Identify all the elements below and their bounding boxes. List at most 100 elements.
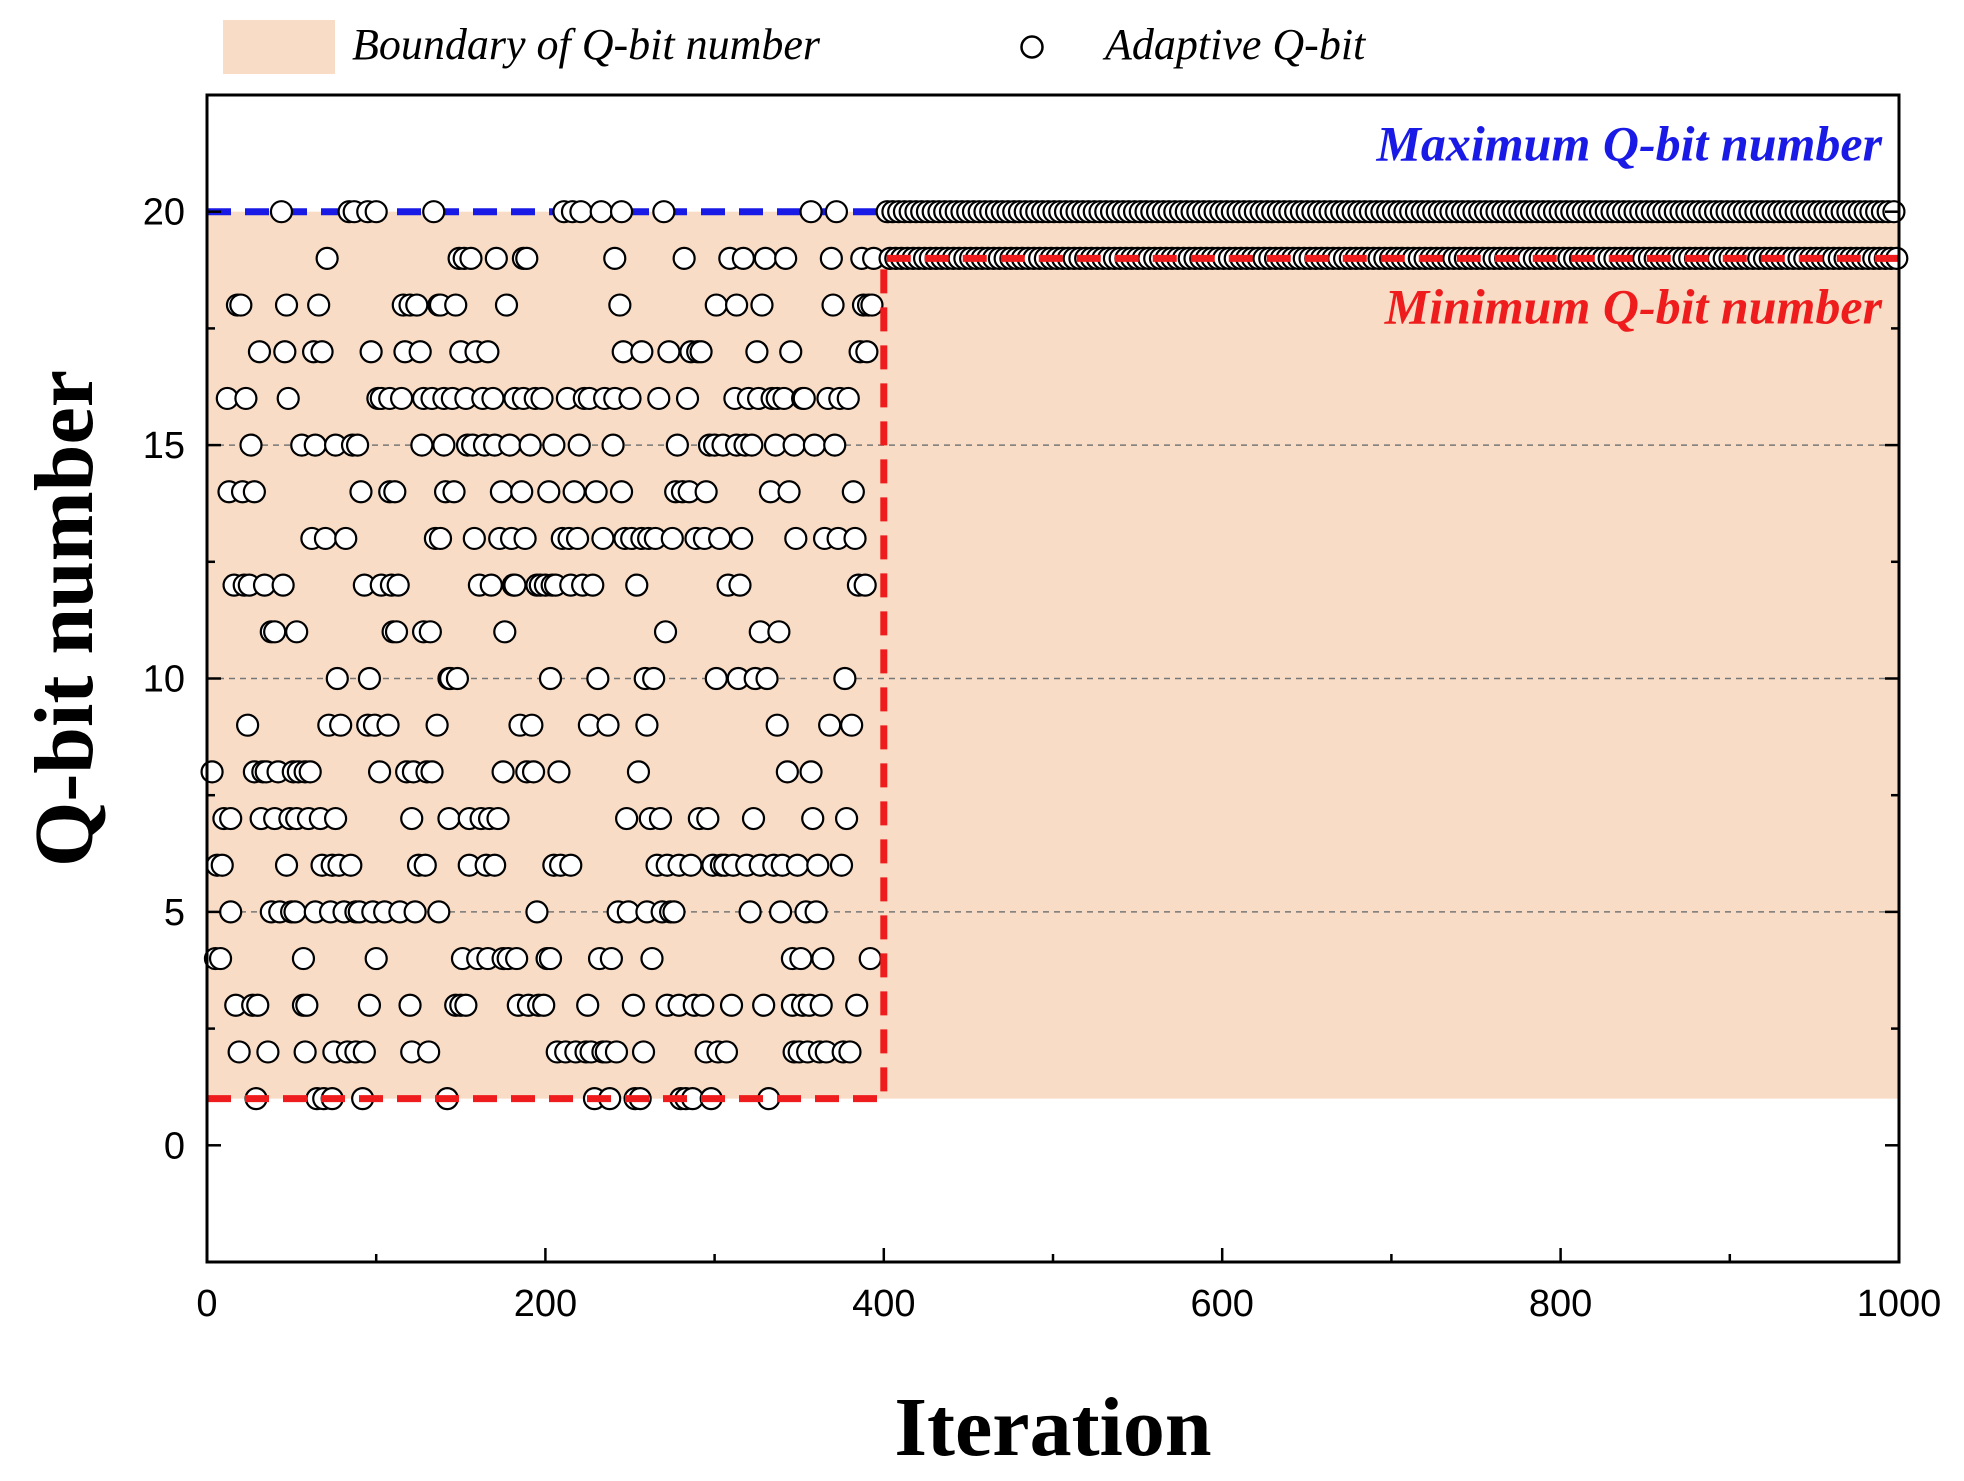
point-211 <box>518 433 542 457</box>
point-399 <box>799 760 823 784</box>
point-181 <box>476 340 500 364</box>
point-115 <box>383 480 407 504</box>
point-20 <box>239 433 263 457</box>
axis-ticks <box>205 93 1901 1264</box>
point-298 <box>648 806 673 831</box>
point-358 <box>740 433 764 457</box>
point-184 <box>481 386 505 411</box>
point-13 <box>227 1040 251 1064</box>
point-185 <box>483 853 507 877</box>
point-381 <box>775 760 799 784</box>
point-159 <box>445 666 470 691</box>
point-213 <box>521 760 546 784</box>
point-326 <box>691 993 715 1017</box>
x-tick-label-600: 600 <box>1190 1283 1253 1325</box>
point-398 <box>799 200 823 224</box>
point-403 <box>806 853 830 877</box>
point-188 <box>486 806 510 831</box>
legend-marker-adaptive <box>1020 35 1044 59</box>
point-92 <box>349 480 373 504</box>
point-183 <box>479 573 503 597</box>
point-219 <box>530 386 554 411</box>
point-297 <box>647 386 671 411</box>
plot-area: Maximum Q-bit number Minimum Q-bit numbe… <box>200 93 1909 1264</box>
point-156 <box>442 480 466 504</box>
point-53 <box>291 946 316 971</box>
point-412 <box>821 293 845 317</box>
point-376 <box>767 620 791 644</box>
y-tick-label-10: 10 <box>143 659 185 701</box>
x-tick-label-0: 0 <box>196 1283 217 1325</box>
point-307 <box>662 900 686 924</box>
point-132 <box>410 433 434 457</box>
point-318 <box>679 853 703 877</box>
point-357 <box>738 900 762 924</box>
point-78 <box>325 666 349 691</box>
point-172 <box>462 526 486 551</box>
point-426 <box>845 993 869 1017</box>
annotation-min: Minimum Q-bit number <box>1384 279 1883 335</box>
point-117 <box>386 573 410 597</box>
point-256 <box>586 666 610 691</box>
point-335 <box>704 666 728 691</box>
point-104 <box>364 946 388 971</box>
point-140 <box>420 760 444 784</box>
point-125 <box>400 806 424 831</box>
point-22 <box>242 480 266 504</box>
point-432 <box>855 340 879 364</box>
point-431 <box>853 573 877 597</box>
point-402 <box>804 900 828 924</box>
point-367 <box>753 246 777 270</box>
point-76 <box>323 806 348 831</box>
point-294 <box>642 666 666 691</box>
point-272 <box>609 200 634 224</box>
point-70 <box>315 246 339 270</box>
point-199 <box>503 573 527 597</box>
point-4 <box>210 853 234 877</box>
y-tick-label-20: 20 <box>143 192 185 234</box>
y-tick-label-15: 15 <box>143 425 185 467</box>
point-34 <box>263 620 287 644</box>
point-245 <box>569 200 593 224</box>
point-434 <box>858 946 882 971</box>
point-85 <box>339 853 363 877</box>
point-375 <box>765 713 789 737</box>
point-249 <box>576 993 600 1017</box>
point-119 <box>389 386 414 411</box>
point-100 <box>359 340 383 364</box>
x-tick-label-400: 400 <box>852 1283 915 1325</box>
point-80 <box>329 713 353 737</box>
x-tick-labels: 0 200 400 600 800 1000 <box>196 1283 1941 1325</box>
x-tick-label-1000: 1000 <box>1857 1283 1942 1325</box>
point-143 <box>425 713 449 737</box>
point-9 <box>219 900 243 924</box>
point-287 <box>631 1040 656 1064</box>
point-282 <box>625 573 649 597</box>
point-421 <box>836 386 860 411</box>
point-359 <box>741 806 766 831</box>
point-241 <box>562 480 586 504</box>
point-383 <box>779 340 803 364</box>
point-14 <box>229 293 253 317</box>
point-141 <box>422 200 446 224</box>
point-306 <box>660 526 684 551</box>
point-280 <box>621 993 645 1017</box>
point-129 <box>405 293 429 317</box>
point-231 <box>547 760 571 784</box>
point-146 <box>428 526 453 551</box>
point-224 <box>538 946 563 971</box>
point-413 <box>823 433 847 457</box>
point-329 <box>694 480 718 504</box>
point-342 <box>714 1040 739 1064</box>
point-3 <box>208 946 233 971</box>
point-207 <box>513 526 537 551</box>
point-255 <box>584 480 608 504</box>
point-435 <box>860 293 884 317</box>
point-42 <box>274 293 299 317</box>
point-18 <box>236 713 260 737</box>
point-196 <box>498 433 522 457</box>
legend-swatch-boundary <box>223 20 335 74</box>
point-17 <box>234 386 258 411</box>
point-353 <box>731 246 755 270</box>
point-8 <box>219 806 243 831</box>
